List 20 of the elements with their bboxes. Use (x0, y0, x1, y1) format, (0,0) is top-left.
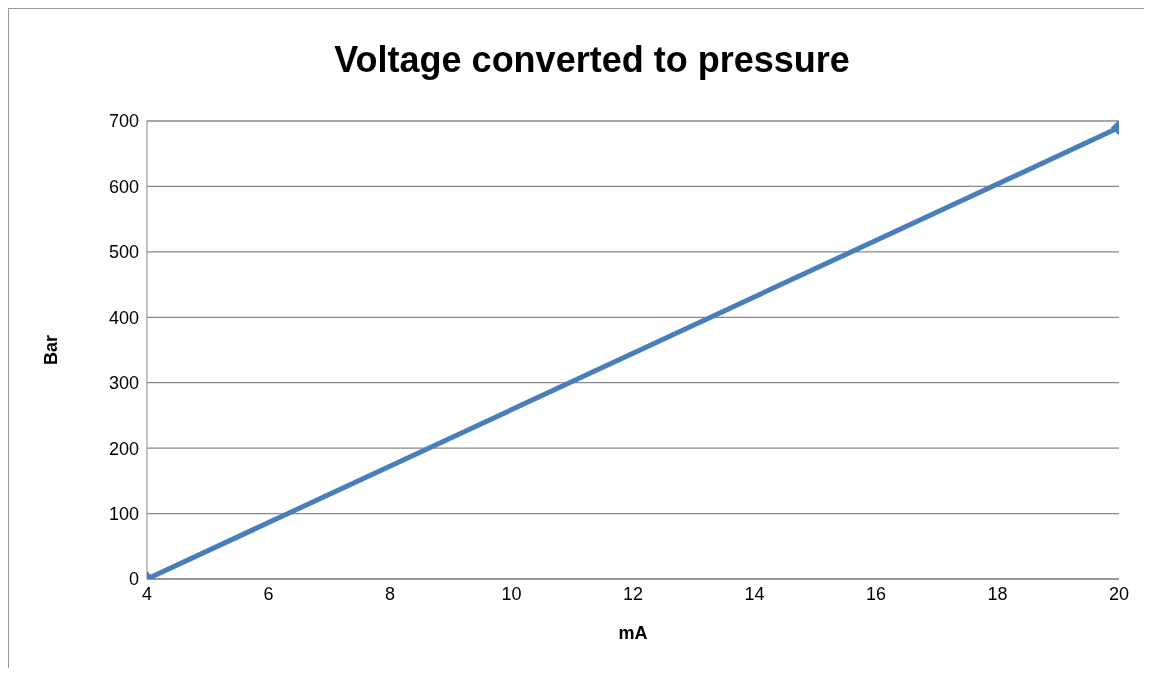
x-tick-label: 12 (622, 583, 644, 604)
y-tick-label: 200 (108, 438, 139, 459)
y-tick-label: 500 (108, 242, 139, 263)
x-tick-label: 20 (1108, 583, 1130, 604)
y-tick-label: 700 (108, 111, 139, 132)
y-tick-label: 300 (108, 373, 139, 394)
x-tick-label: 6 (263, 583, 274, 604)
y-axis-title: Bar (41, 334, 62, 366)
x-tick-label: 10 (501, 583, 522, 604)
x-tick-label: 16 (865, 583, 887, 604)
x-tick-label: 4 (141, 583, 153, 604)
y-tick-label: 600 (108, 176, 139, 197)
chart-title: Voltage converted to pressure (333, 39, 851, 81)
x-tick-label: 8 (384, 583, 396, 604)
x-axis-title: mA (618, 623, 648, 643)
x-tick-label: 14 (744, 583, 765, 604)
y-tick-label: 100 (108, 503, 139, 524)
y-tick-label: 0 (128, 569, 139, 590)
y-tick-label: 400 (108, 307, 139, 328)
x-tick-label: 18 (987, 583, 1008, 604)
